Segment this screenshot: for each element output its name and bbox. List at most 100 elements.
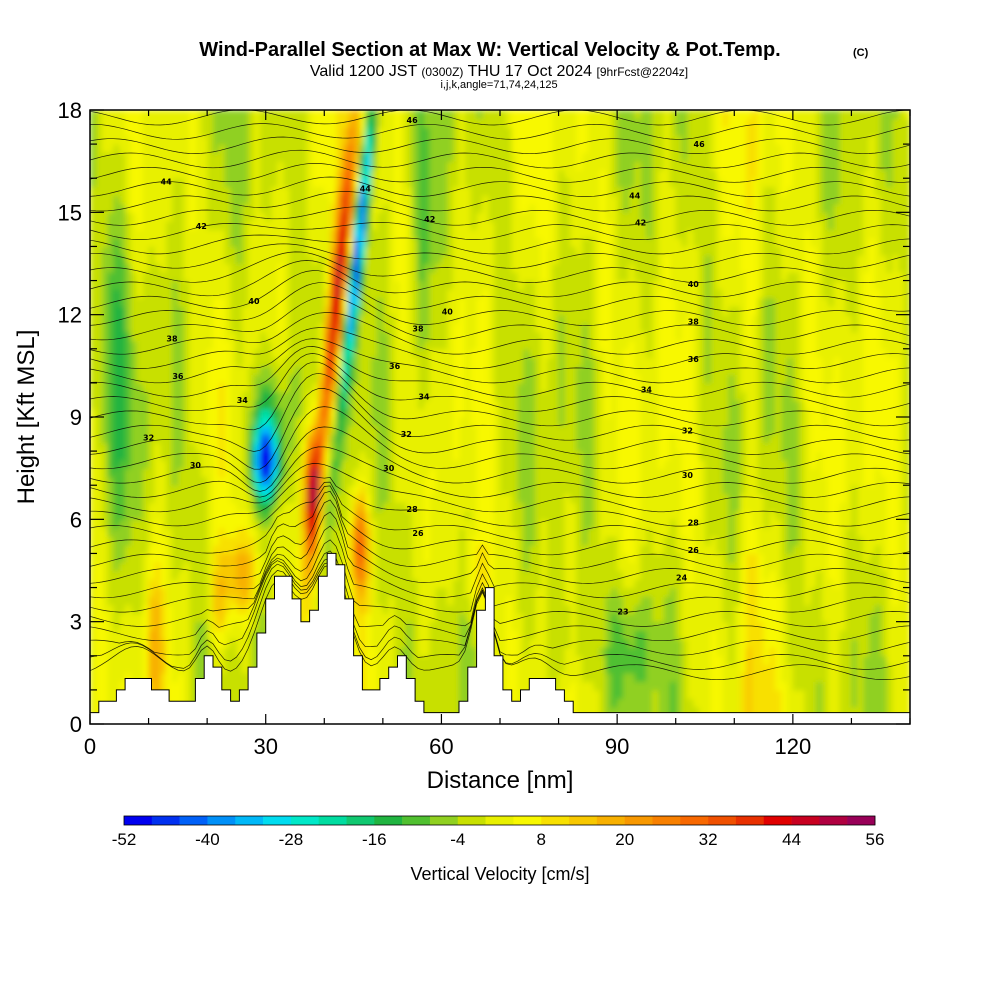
contour-label: 46 bbox=[694, 140, 706, 149]
contour-label: 36 bbox=[389, 362, 401, 371]
colorbar-swatch bbox=[735, 816, 765, 825]
contour-label: 32 bbox=[682, 427, 693, 436]
contour-label: 38 bbox=[412, 324, 424, 333]
contour-label: 40 bbox=[248, 297, 260, 306]
contour-label: 44 bbox=[360, 185, 372, 194]
contour-label: 42 bbox=[424, 215, 435, 224]
colorbar-swatch bbox=[235, 816, 264, 825]
colorbar-tick-label: -52 bbox=[112, 830, 137, 849]
contour-label: 30 bbox=[682, 471, 694, 480]
y-tick-label: 0 bbox=[70, 712, 82, 737]
colorbar-frame bbox=[123, 815, 876, 826]
colorbar-swatch bbox=[847, 816, 876, 825]
contour-label: 40 bbox=[442, 307, 454, 316]
contour-label: 36 bbox=[688, 355, 700, 364]
colorbar-swatch bbox=[596, 816, 625, 825]
x-tick-label: 120 bbox=[774, 734, 811, 759]
colorbar-swatch bbox=[457, 816, 486, 825]
contour-label: 23 bbox=[617, 607, 628, 616]
valid-forecast: [9hrFcst@2204z] bbox=[597, 65, 689, 79]
valid-prefix: Valid 1200 JST bbox=[310, 63, 418, 80]
grid-indices: i,j,k,angle=71,74,24,125 bbox=[440, 79, 557, 91]
colorbar-tick-label: -40 bbox=[195, 830, 220, 849]
colorbar-swatch bbox=[485, 816, 514, 825]
y-tick-label: 15 bbox=[58, 200, 82, 225]
contour-label: 38 bbox=[688, 318, 700, 327]
contour-label: 46 bbox=[407, 116, 419, 125]
y-tick-label: 3 bbox=[70, 610, 82, 635]
y-tick-label: 18 bbox=[58, 98, 82, 123]
colorbar-swatch bbox=[513, 816, 542, 825]
colorbar-tick-label: 8 bbox=[536, 830, 545, 849]
contour-label: 40 bbox=[688, 280, 700, 289]
colorbar-swatch bbox=[652, 816, 681, 825]
contour-label: 42 bbox=[635, 219, 646, 228]
colorbar-swatch bbox=[263, 816, 292, 825]
copyright-mark: (C) bbox=[853, 47, 869, 59]
colorbar-swatch bbox=[708, 816, 737, 825]
valid-date: THU 17 Oct 2024 bbox=[468, 63, 593, 80]
valid-time-line: Valid 1200 JST (0300Z) THU 17 Oct 2024 [… bbox=[310, 63, 688, 80]
contour-label: 28 bbox=[688, 519, 700, 528]
colorbar-swatch bbox=[569, 816, 598, 825]
colorbar-swatch bbox=[290, 816, 319, 825]
y-tick-label: 9 bbox=[70, 405, 82, 430]
colorbar-swatch bbox=[402, 816, 431, 825]
contour-label: 26 bbox=[688, 546, 700, 555]
colorbar-swatch bbox=[680, 816, 709, 825]
colorbar-swatch bbox=[791, 816, 820, 825]
isentrope-lines bbox=[90, 110, 910, 681]
colorbar-swatch bbox=[541, 816, 570, 825]
contour-label: 30 bbox=[190, 461, 202, 470]
x-tick-label: 30 bbox=[253, 734, 277, 759]
contour-labels: 46 46 44 44 44 42 42 42 40 40 40 38 38 38 36 36 36 34 34 34… bbox=[143, 116, 705, 616]
colorbar-tick-label: -28 bbox=[279, 830, 304, 849]
x-axis: 0 30 60 90 120 bbox=[84, 110, 911, 759]
colorbar bbox=[123, 815, 876, 826]
contour-label: 30 bbox=[383, 464, 395, 473]
colorbar-swatch bbox=[318, 816, 347, 825]
contour-label: 32 bbox=[143, 434, 154, 443]
contour-label: 32 bbox=[401, 430, 412, 439]
contour-label: 24 bbox=[676, 573, 688, 582]
colorbar-swatch bbox=[151, 816, 180, 825]
contour-label: 34 bbox=[237, 396, 249, 405]
colorbar-tick-label: 32 bbox=[699, 830, 718, 849]
colorbar-swatch bbox=[763, 816, 792, 825]
x-tick-label: 0 bbox=[84, 734, 96, 759]
plot-area bbox=[90, 110, 910, 724]
colorbar-swatch bbox=[819, 816, 848, 825]
valid-utc: (0300Z) bbox=[421, 65, 463, 79]
contour-label: 28 bbox=[407, 505, 419, 514]
chart-title: Wind-Parallel Section at Max W: Vertical… bbox=[199, 39, 780, 61]
y-axis-label: Height [Kft MSL] bbox=[13, 330, 40, 505]
colorbar-label: Vertical Velocity [cm/s] bbox=[410, 864, 589, 884]
x-tick-label: 60 bbox=[429, 734, 453, 759]
colorbar-tick-label: 56 bbox=[866, 830, 885, 849]
contour-label: 44 bbox=[629, 191, 641, 200]
colorbar-tick-label: 44 bbox=[782, 830, 801, 849]
contour-label: 44 bbox=[161, 178, 173, 187]
contour-label: 38 bbox=[166, 335, 178, 344]
colorbar-swatch bbox=[179, 816, 208, 825]
colorbar-swatch bbox=[124, 816, 153, 825]
colorbar-swatch bbox=[346, 816, 375, 825]
contour-label: 42 bbox=[196, 222, 207, 231]
colorbar-tick-label: 20 bbox=[615, 830, 634, 849]
colorbar-tick-label: -4 bbox=[450, 830, 465, 849]
vertical-velocity-field bbox=[90, 110, 910, 724]
colorbar-swatch bbox=[624, 816, 653, 825]
contour-label: 34 bbox=[641, 386, 653, 395]
colorbar-swatch bbox=[207, 816, 236, 825]
colorbar-tick-label: -16 bbox=[362, 830, 387, 849]
colorbar-swatch bbox=[374, 816, 403, 825]
x-axis-label: Distance [nm] bbox=[427, 767, 574, 794]
colorbar-swatch bbox=[429, 816, 459, 825]
contour-label: 34 bbox=[418, 393, 430, 402]
y-tick-label: 6 bbox=[70, 507, 82, 532]
colorbar-ticks: -52 -40 -28 -16 -4 8 20 32 44 56 bbox=[112, 830, 885, 849]
y-tick-label: 12 bbox=[58, 303, 82, 328]
contour-label: 26 bbox=[412, 529, 424, 538]
